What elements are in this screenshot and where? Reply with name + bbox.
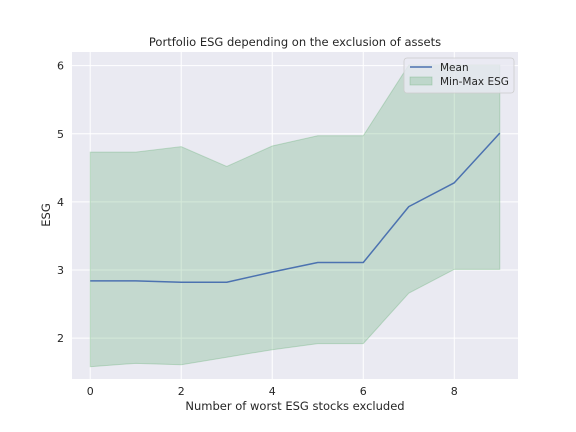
x-tick-label: 6 bbox=[360, 385, 367, 398]
series-lines bbox=[90, 132, 501, 284]
legend-band-swatch bbox=[409, 76, 433, 86]
x-axis-label: Number of worst ESG stocks excluded bbox=[185, 399, 404, 413]
y-tick-label: 5 bbox=[57, 128, 64, 141]
legend-band-label: Min-Max ESG bbox=[440, 76, 509, 88]
tick-labels: 0 2 4 6 8 2 3 4 5 6 bbox=[57, 60, 458, 398]
y-tick-label: 2 bbox=[57, 332, 64, 345]
min-max-band bbox=[89, 64, 501, 368]
x-tick-label: 8 bbox=[451, 385, 458, 398]
plot-area bbox=[72, 52, 518, 379]
y-axis-label: ESG bbox=[39, 203, 53, 226]
y-tick-label: 3 bbox=[57, 264, 64, 277]
x-tick-label: 4 bbox=[269, 385, 276, 398]
chart-title: Portfolio ESG depending on the exclusion… bbox=[149, 35, 441, 49]
x-tick-label: 0 bbox=[87, 385, 94, 398]
mean-line bbox=[90, 132, 501, 284]
legend-mean-label: Mean bbox=[440, 62, 469, 74]
min-max-esg-band bbox=[89, 64, 501, 368]
grid bbox=[72, 52, 518, 379]
y-tick-label: 6 bbox=[57, 60, 64, 73]
legend: Mean Min-Max ESG bbox=[403, 57, 515, 94]
x-tick-label: 2 bbox=[178, 385, 185, 398]
y-tick-label: 4 bbox=[57, 196, 64, 209]
